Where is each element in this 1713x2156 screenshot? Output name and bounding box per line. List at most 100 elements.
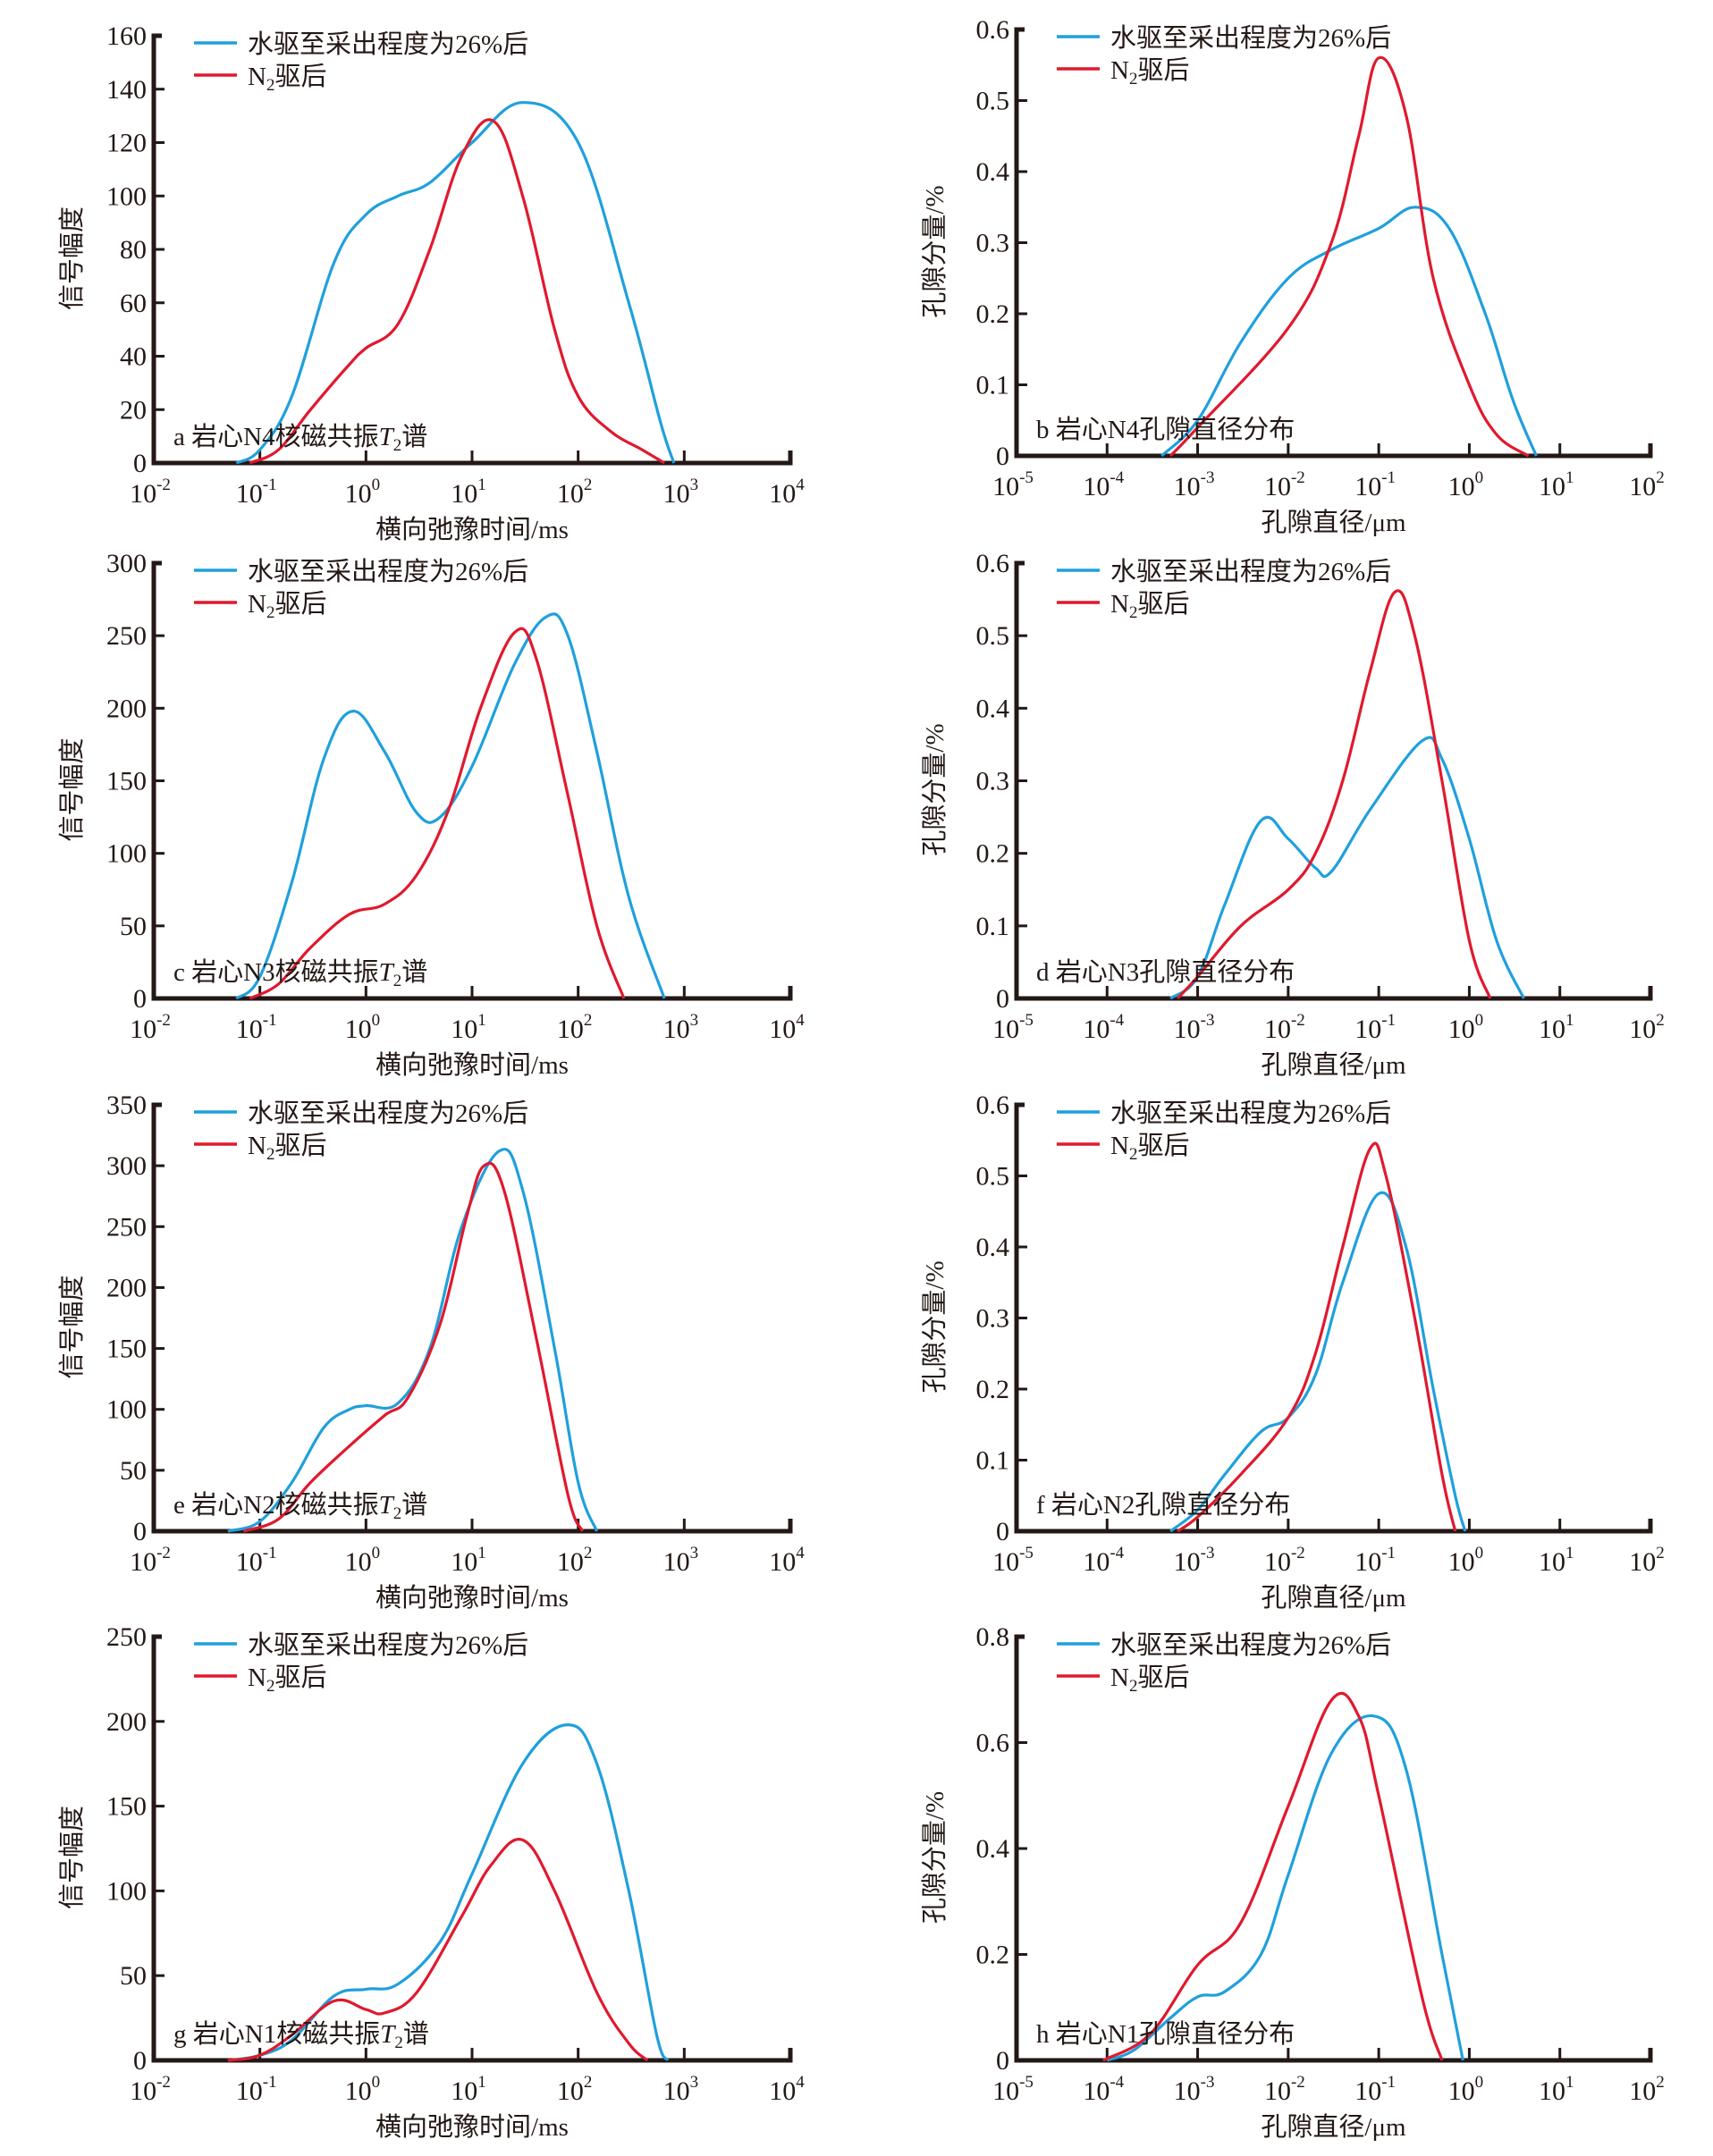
- legend-label-water: 水驱至采出程度为26%后: [248, 1099, 528, 1128]
- x-tick-base: 10: [1629, 1015, 1656, 1044]
- y-tick-label: 0.3: [976, 1304, 1010, 1334]
- caption-subscript: 2: [393, 436, 402, 455]
- x-tick-exponent: -1: [263, 1011, 277, 1030]
- x-tick-label: 102: [1629, 1011, 1665, 1044]
- caption-text: f 岩心N2孔隙直径分布: [1036, 1490, 1290, 1520]
- legend-n2-sub: 2: [1129, 1677, 1138, 1696]
- caption-suffix: 谱: [403, 2019, 429, 2049]
- x-tick-exponent: -2: [156, 476, 171, 494]
- legend-n2-rest: 驱后: [274, 62, 326, 91]
- x-axis-label: 横向弛豫时间/ms: [376, 515, 569, 544]
- x-tick-base: 10: [451, 479, 477, 509]
- y-tick-label: 100: [106, 181, 147, 211]
- x-tick-exponent: -4: [1110, 468, 1124, 487]
- x-tick-exponent: 2: [1656, 2073, 1665, 2092]
- x-tick-label: 103: [663, 1011, 699, 1044]
- panel-caption: a 岩心N4核磁共振T2谱: [173, 422, 427, 455]
- caption-suffix: 谱: [401, 1490, 427, 1520]
- x-tick-base: 10: [1354, 1015, 1381, 1044]
- y-tick-label: 160: [106, 21, 147, 51]
- panel-caption: c 岩心N3核磁共振T2谱: [173, 957, 427, 990]
- x-tick-base: 10: [1174, 1015, 1201, 1044]
- x-tick-label: 10-4: [1083, 1011, 1124, 1044]
- x-tick-base: 10: [1264, 1547, 1291, 1577]
- x-tick-label: 10-2: [1264, 468, 1305, 501]
- x-tick-base: 10: [769, 1015, 796, 1044]
- x-tick-label: 10-4: [1083, 1544, 1124, 1577]
- y-tick-label: 0.2: [976, 1375, 1010, 1404]
- legend-n2-rest: 驱后: [1137, 55, 1189, 85]
- x-tick-label: 103: [663, 2073, 699, 2106]
- legend-n2-rest: 驱后: [1137, 1663, 1189, 1692]
- y-axis-label: 信号幅度: [57, 737, 87, 841]
- x-tick-label: 101: [1539, 2073, 1574, 2106]
- x-tick-label: 101: [451, 2073, 486, 2106]
- x-tick-base: 10: [451, 1547, 477, 1577]
- axis-lines: [151, 1102, 793, 1534]
- y-tick-label: 60: [120, 289, 147, 318]
- x-tick-exponent: -3: [1201, 1544, 1215, 1562]
- y-tick-label: 0.2: [976, 1941, 1010, 1970]
- legend-label-water: 水驱至采出程度为26%后: [1110, 23, 1391, 53]
- x-tick-base: 10: [130, 1015, 156, 1044]
- caption-subscript: 2: [393, 972, 402, 990]
- panel-caption: h 岩心N1孔隙直径分布: [1036, 2019, 1295, 2049]
- x-tick-base: 10: [236, 1015, 263, 1044]
- x-tick-label: 10-1: [1354, 468, 1396, 501]
- caption-subscript: 2: [393, 1504, 402, 1523]
- x-tick-exponent: 3: [690, 1011, 699, 1030]
- x-tick-base: 10: [663, 479, 690, 509]
- x-tick-label: 10-2: [130, 1544, 171, 1577]
- x-tick-label: 10-2: [1264, 2073, 1305, 2106]
- x-tick-base: 10: [1539, 2076, 1565, 2106]
- caption-text: d 岩心N3孔隙直径分布: [1036, 957, 1295, 987]
- x-tick-exponent: 0: [1475, 468, 1484, 487]
- legend-n2-rest: 驱后: [274, 1663, 326, 1692]
- legend-label-water: 水驱至采出程度为26%后: [248, 557, 528, 586]
- x-tick-exponent: 0: [372, 2073, 381, 2092]
- x-axis-label: 横向弛豫时间/ms: [376, 2112, 569, 2142]
- y-tick-label: 150: [106, 1335, 147, 1364]
- series-line-water-flood: [1169, 1191, 1467, 1533]
- x-tick-base: 10: [557, 479, 584, 509]
- x-tick-label: 104: [769, 1011, 805, 1044]
- x-tick-base: 10: [1083, 1015, 1110, 1044]
- axis-lines: [1014, 560, 1653, 1001]
- x-tick-exponent: 1: [1565, 1544, 1574, 1562]
- x-axis-label: 孔隙直径/μm: [1261, 2112, 1406, 2142]
- x-tick-exponent: 0: [372, 1011, 381, 1030]
- y-tick-label: 0.6: [976, 1091, 1010, 1120]
- x-tick-base: 10: [1354, 1547, 1381, 1577]
- legend-n2-sub: 2: [1129, 603, 1138, 622]
- x-tick-base: 10: [663, 1015, 690, 1044]
- x-tick-exponent: 3: [690, 1544, 699, 1562]
- x-tick-label: 102: [557, 476, 593, 509]
- x-tick-label: 100: [1448, 1544, 1484, 1577]
- x-tick-exponent: 1: [477, 476, 486, 494]
- caption-symbol: T: [380, 2020, 396, 2049]
- y-tick-label: 50: [120, 1456, 147, 1486]
- x-tick-base: 10: [769, 479, 796, 509]
- x-tick-label: 100: [345, 1544, 381, 1577]
- x-tick-label: 101: [1539, 1544, 1574, 1577]
- x-tick-label: 10-5: [992, 1544, 1034, 1577]
- x-tick-base: 10: [557, 1015, 584, 1044]
- panel-caption: b 岩心N4孔隙直径分布: [1036, 415, 1295, 444]
- x-tick-exponent: 3: [690, 476, 699, 494]
- legend-n2-rest: 驱后: [1137, 1131, 1189, 1160]
- x-tick-label: 10-1: [236, 1011, 277, 1044]
- x-tick-base: 10: [769, 1547, 796, 1577]
- x-tick-label: 10-1: [236, 476, 277, 509]
- legend-n2-sub: 2: [1129, 1145, 1138, 1164]
- x-tick-exponent: -3: [1201, 468, 1215, 487]
- x-tick-base: 10: [1354, 472, 1381, 501]
- y-tick-label: 0.6: [976, 15, 1010, 45]
- x-tick-exponent: -1: [1381, 1544, 1396, 1562]
- y-tick-label: 40: [120, 342, 147, 372]
- y-tick-label: 350: [106, 1091, 147, 1120]
- y-tick-label: 100: [106, 1876, 147, 1906]
- y-axis-label: 孔隙分量/%: [920, 1791, 949, 1924]
- caption-text: c 岩心N3核磁共振: [173, 957, 379, 987]
- y-tick-label: 0.6: [976, 549, 1010, 578]
- y-tick-label: 140: [106, 75, 147, 105]
